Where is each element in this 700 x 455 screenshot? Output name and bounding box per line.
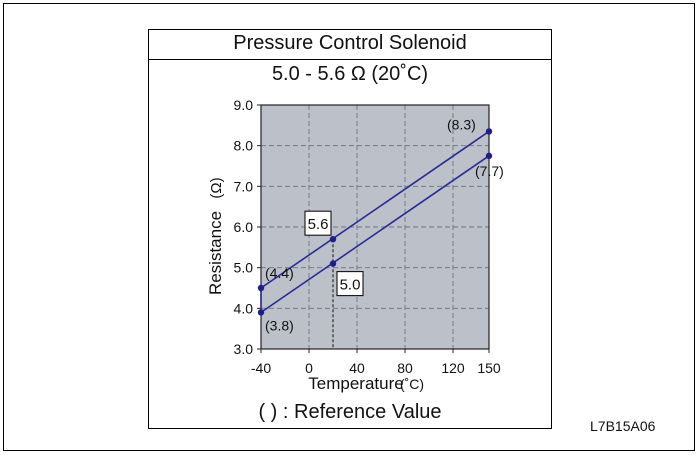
resistance-spec: 5.0 - 5.6 Ω (20˚C)	[271, 63, 429, 85]
series-line-lower	[260, 155, 490, 314]
y-tick-label: 8.0	[234, 138, 254, 154]
annotation-box	[336, 271, 364, 297]
data-point-spec-max	[329, 236, 337, 243]
annotation-lower-start: (3.8)	[265, 317, 294, 333]
data-point-spec-min	[329, 260, 337, 267]
annotation-upper-end: (8.3)	[447, 116, 476, 132]
series-line-upper	[260, 130, 490, 289]
y-tick-label: 7.0	[234, 178, 254, 194]
figure-frame	[3, 3, 695, 451]
x-tick-label: 150	[477, 360, 501, 376]
page-title: Pressure Control Solenoid	[233, 32, 467, 54]
x-tick-label: 0	[305, 360, 313, 376]
x-tick-label: 120	[441, 360, 465, 376]
annotation-spec-max-value: 5.6	[308, 216, 329, 233]
y-axis-unit: (Ω)	[208, 177, 225, 198]
annotation-upper-start: (4.4)	[265, 265, 294, 281]
y-tick-label: 5.0	[234, 260, 254, 276]
y-tick-label: 4.0	[234, 300, 254, 316]
chart-panel	[148, 29, 552, 429]
x-axis-unit: (˚C)	[400, 376, 424, 392]
x-tick-label: 40	[349, 360, 365, 376]
y-tick-label: 3.0	[234, 341, 254, 357]
title-divider	[148, 59, 552, 60]
annotation-lower-end: (7.7)	[475, 163, 504, 179]
annotation-spec-min-value: 5.0	[340, 277, 361, 294]
annotation-box	[304, 210, 332, 236]
x-tick-label: -40	[251, 360, 271, 376]
y-tick-label: 9.0	[234, 97, 254, 113]
data-point-upper	[485, 128, 493, 135]
x-axis-label: Temperature	[308, 374, 403, 393]
data-point-upper	[257, 284, 265, 292]
reference-value-note: ( ) : Reference Value	[258, 401, 442, 423]
y-axis-label: Resistance	[206, 211, 225, 295]
data-point-lower	[485, 152, 493, 160]
figure-id: L7B15A06	[590, 418, 656, 434]
y-tick-label: 6.0	[234, 219, 254, 235]
x-tick-label: 80	[397, 360, 413, 376]
data-point-lower	[257, 309, 265, 316]
